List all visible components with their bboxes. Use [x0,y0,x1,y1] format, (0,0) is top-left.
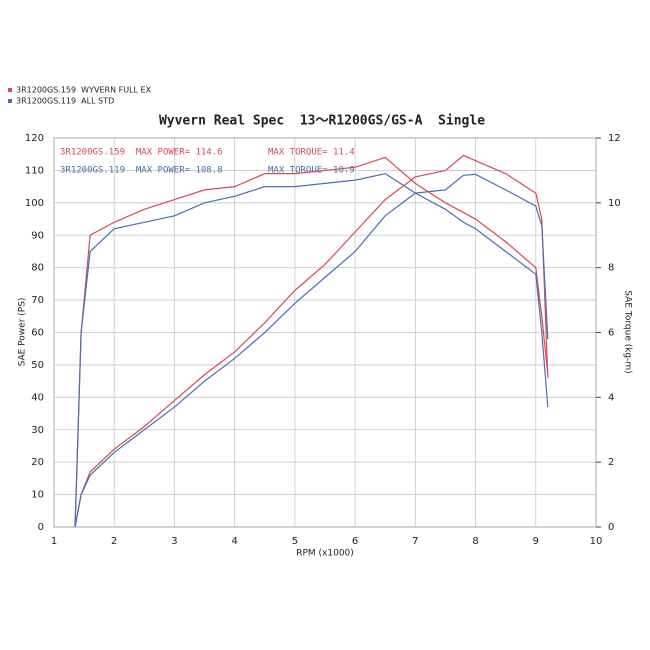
y-tick-label: 90 [31,230,44,241]
x-tick-label: 8 [472,536,478,547]
x-tick-label: 7 [412,536,418,547]
annotation: MAX TORQUE= 10.9 [268,166,355,176]
legend-swatch [8,99,12,103]
x-tick-label: 2 [111,536,117,547]
y-tick-label: 60 [31,328,44,339]
y-tick-label: 50 [31,360,44,371]
y-tick-label: 80 [31,263,44,274]
y-tick-label: 100 [25,198,44,209]
legend-label: 3R1200GS.159 WYVERN FULL EX [16,86,152,95]
y-axis-label: SAE Power (PS) [18,298,28,367]
annotation: 3R1200GS.159 MAX POWER= 114.6 [60,148,223,158]
y2-tick-label: 10 [608,198,621,209]
y-tick-label: 30 [31,425,44,436]
y-tick-label: 70 [31,295,44,306]
x-tick-label: 6 [352,536,358,547]
y2-tick-label: 2 [608,457,614,468]
chart-title: Wyvern Real Spec 13～R1200GS/GS-A Single [159,114,485,129]
y-tick-label: 110 [25,165,44,176]
annotation: MAX TORQUE= 11.4 [268,148,355,158]
data-line [74,173,549,528]
y-tick-label: 10 [31,490,44,501]
x-tick-label: 3 [171,536,177,547]
y2-axis-label: SAE Torque (kg-m) [623,290,633,373]
data-line [74,156,549,528]
y-tick-label: 0 [38,522,44,533]
legend-label: 3R1200GS.119 ALL STD [16,97,114,106]
y2-tick-label: 12 [608,133,621,144]
data-line [74,154,549,528]
x-tick-label: 1 [51,536,57,547]
data-line [74,173,549,528]
x-tick-label: 5 [292,536,298,547]
legend-swatch [8,88,12,92]
annotation: 3R1200GS.119 MAX POWER= 108.8 [60,166,223,176]
y2-tick-label: 4 [608,392,614,403]
x-tick-label: 9 [533,536,539,547]
y2-tick-label: 0 [608,522,614,533]
x-tick-label: 4 [231,536,237,547]
y2-tick-label: 8 [608,263,614,274]
y-tick-label: 20 [31,457,44,468]
x-tick-label: 10 [590,536,603,547]
x-axis-label: RPM (x1000) [296,549,354,559]
y2-tick-label: 6 [608,328,614,339]
y-tick-label: 40 [31,392,44,403]
y-tick-label: 120 [25,133,44,144]
